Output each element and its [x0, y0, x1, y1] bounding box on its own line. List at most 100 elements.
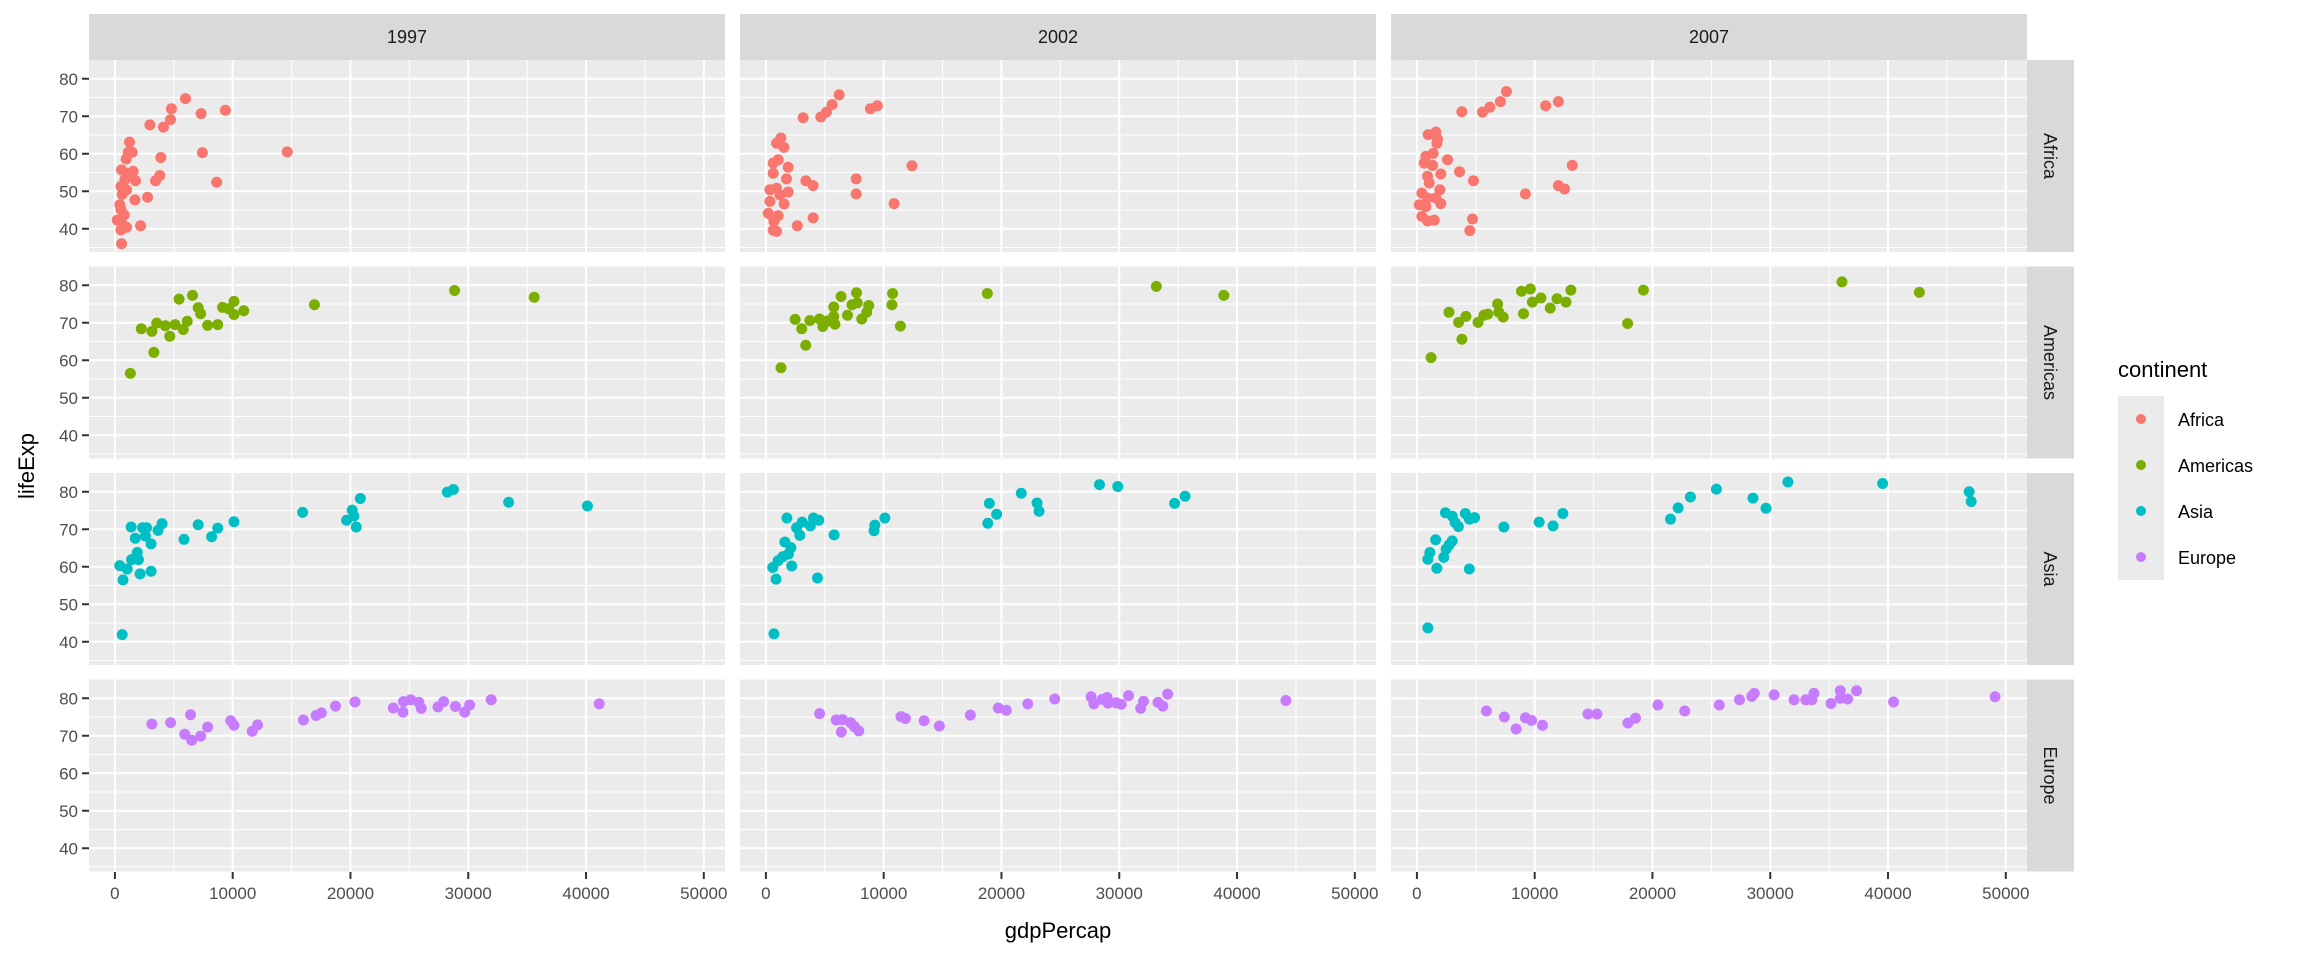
panel-asia-2007 — [1391, 473, 2027, 665]
data-point-asia — [779, 536, 791, 548]
panel-africa-2007 — [1391, 60, 2027, 252]
data-point-asia — [786, 560, 798, 572]
data-point-europe — [1734, 694, 1746, 706]
data-point-americas — [1524, 283, 1536, 295]
data-point-asia — [1533, 516, 1545, 528]
y-tick-label: 60 — [59, 145, 78, 164]
data-point-asia — [1469, 512, 1481, 524]
panel-asia-2002 — [740, 473, 1376, 665]
data-point-europe — [485, 694, 497, 706]
data-point-asia — [178, 533, 190, 545]
data-point-americas — [177, 324, 189, 335]
data-point-africa — [124, 136, 136, 148]
data-point-americas — [842, 309, 854, 321]
data-point-europe — [1808, 687, 1820, 699]
legend-label-americas: Americas — [2178, 456, 2253, 476]
data-point-africa — [850, 188, 862, 200]
data-point-africa — [1434, 184, 1446, 196]
data-point-europe — [1591, 708, 1603, 720]
data-point-americas — [1560, 296, 1572, 308]
data-point-africa — [888, 198, 900, 210]
data-point-africa — [155, 152, 167, 163]
data-point-americas — [850, 287, 862, 299]
panel-africa-2002 — [740, 60, 1376, 252]
data-point-europe — [185, 709, 197, 721]
data-point-europe — [252, 719, 264, 731]
data-point-americas — [173, 293, 185, 305]
strip-africa — [2027, 60, 2074, 252]
data-point-asia — [1112, 481, 1124, 492]
data-point-asia — [139, 530, 151, 542]
data-point-africa — [1454, 166, 1466, 178]
data-point-africa — [179, 93, 191, 105]
data-point-africa — [1427, 159, 1439, 171]
data-point-asia — [1422, 622, 1434, 634]
y-tick-label: 80 — [59, 483, 78, 502]
data-point-americas — [1565, 284, 1577, 296]
legend-label-asia: Asia — [2178, 502, 2214, 522]
data-point-europe — [186, 734, 198, 746]
data-point-europe — [1280, 695, 1292, 706]
data-point-asia — [1963, 486, 1975, 498]
data-point-americas — [228, 295, 240, 307]
data-point-americas — [159, 320, 171, 332]
data-point-europe — [202, 721, 214, 733]
data-point-americas — [1150, 280, 1162, 292]
x-tick-label: 30000 — [1747, 884, 1794, 903]
y-tick-label: 80 — [59, 70, 78, 89]
y-tick-label: 60 — [59, 558, 78, 577]
data-point-europe — [933, 720, 945, 732]
data-point-africa — [768, 215, 780, 227]
x-tick-label: 40000 — [562, 884, 609, 903]
panel-background — [740, 473, 1376, 665]
data-point-asia — [1672, 502, 1684, 514]
strip-asia — [2027, 473, 2074, 665]
panel-africa-1997 — [89, 60, 725, 252]
data-point-asia — [1463, 563, 1475, 575]
data-point-africa — [1423, 177, 1435, 189]
data-point-asia — [134, 568, 146, 580]
data-point-americas — [195, 308, 207, 320]
data-point-africa — [771, 225, 783, 237]
data-point-europe — [415, 702, 427, 714]
data-point-europe — [1825, 698, 1837, 709]
y-tick-label: 40 — [59, 426, 78, 445]
data-point-europe — [1713, 699, 1725, 711]
data-point-asia — [116, 629, 128, 641]
strip-label-europe: Europe — [2040, 746, 2060, 804]
data-point-asia — [447, 484, 459, 495]
data-point-americas — [238, 305, 250, 317]
data-point-americas — [775, 362, 787, 374]
y-tick-label: 40 — [59, 633, 78, 652]
data-point-europe — [1157, 700, 1169, 712]
data-point-asia — [348, 510, 360, 522]
x-tick-label: 40000 — [1213, 884, 1260, 903]
data-point-americas — [146, 325, 158, 337]
strip-label-2007: 2007 — [1689, 27, 1729, 47]
data-point-europe — [1022, 698, 1034, 710]
data-point-africa — [1566, 159, 1578, 171]
data-point-americas — [1913, 286, 1925, 298]
data-point-europe — [464, 699, 476, 711]
data-point-asia — [1965, 496, 1977, 507]
legend-label-africa: Africa — [2178, 410, 2225, 430]
data-point-asia — [212, 522, 224, 534]
data-point-asia — [1452, 521, 1464, 533]
data-point-europe — [1498, 711, 1510, 723]
data-point-asia — [828, 529, 840, 541]
data-point-asia — [354, 493, 366, 504]
x-tick-label: 20000 — [978, 884, 1025, 903]
data-point-americas — [1515, 285, 1527, 297]
legend-key-background — [2118, 396, 2164, 580]
data-point-europe — [315, 707, 327, 719]
y-tick-label: 70 — [59, 520, 78, 539]
data-point-europe — [1123, 690, 1135, 702]
data-point-americas — [164, 330, 176, 342]
data-point-asia — [1424, 547, 1436, 558]
data-point-europe — [1138, 695, 1150, 707]
data-point-africa — [1442, 154, 1454, 166]
x-tick-label: 0 — [110, 884, 119, 903]
data-point-europe — [899, 713, 911, 724]
data-point-asia — [206, 531, 218, 543]
